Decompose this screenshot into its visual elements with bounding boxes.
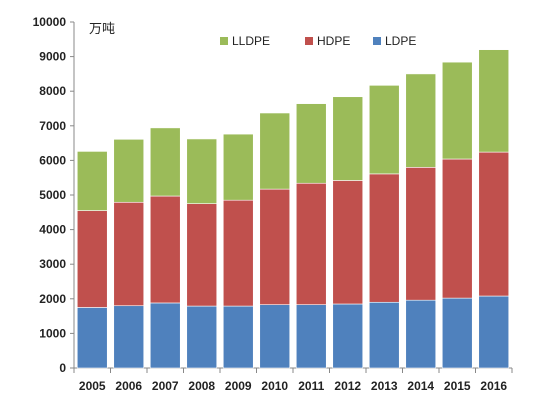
bar-hdpe-2010 bbox=[259, 188, 291, 305]
bar-hdpe-2015 bbox=[441, 158, 473, 299]
bar-ldpe-2014 bbox=[405, 299, 437, 369]
y-tick-label: 8000 bbox=[39, 84, 66, 98]
x-tick-label: 2010 bbox=[261, 379, 288, 393]
bar-ldpe-2012 bbox=[332, 303, 364, 369]
bar-lldpe-2007 bbox=[149, 127, 181, 197]
bar-lldpe-2012 bbox=[332, 96, 364, 181]
legend-label-lldpe: LLDPE bbox=[232, 34, 270, 48]
bar-hdpe-2011 bbox=[295, 182, 327, 305]
bar-hdpe-2013 bbox=[368, 173, 400, 303]
legend-swatch-hdpe bbox=[305, 37, 313, 45]
y-tick-label: 10000 bbox=[33, 15, 67, 29]
bar-lldpe-2011 bbox=[295, 103, 327, 184]
x-tick-label: 2009 bbox=[225, 379, 252, 393]
bar-hdpe-2005 bbox=[76, 210, 108, 308]
bar-series-group bbox=[76, 49, 510, 369]
bar-ldpe-2011 bbox=[295, 304, 327, 369]
bar-lldpe-2014 bbox=[405, 73, 437, 168]
x-tick-label: 2007 bbox=[152, 379, 179, 393]
y-unit-label: 万吨 bbox=[89, 22, 115, 37]
bar-ldpe-2015 bbox=[441, 297, 473, 369]
y-axis: 0 1000 2000 3000 4000 5000 6000 7000 8000 9000 100… bbox=[33, 15, 75, 375]
legend-label-hdpe: HDPE bbox=[317, 34, 350, 48]
y-tick-label: 4000 bbox=[39, 223, 66, 237]
bar-ldpe-2016 bbox=[478, 295, 510, 369]
bar-ldpe-2006 bbox=[113, 305, 145, 369]
bar-ldpe-2013 bbox=[368, 301, 400, 369]
x-tick-label: 2013 bbox=[371, 379, 398, 393]
legend-swatch-lldpe bbox=[220, 37, 228, 45]
y-tick-label: 0 bbox=[59, 361, 66, 375]
x-tick-label: 2016 bbox=[480, 379, 507, 393]
y-tick-label: 1000 bbox=[39, 326, 66, 340]
y-tick-label: 7000 bbox=[39, 119, 66, 133]
bar-ldpe-2005 bbox=[76, 307, 108, 369]
x-tick-label: 2012 bbox=[334, 379, 361, 393]
bar-lldpe-2010 bbox=[259, 112, 291, 190]
legend-swatch-ldpe bbox=[373, 37, 381, 45]
x-tick-label: 2005 bbox=[79, 379, 106, 393]
y-tick-label: 2000 bbox=[39, 292, 66, 306]
bar-lldpe-2016 bbox=[478, 49, 510, 153]
legend-label-ldpe: LDPE bbox=[385, 34, 416, 48]
bar-hdpe-2008 bbox=[186, 203, 218, 307]
y-tick-label: 5000 bbox=[39, 188, 66, 202]
x-tick-label: 2006 bbox=[115, 379, 142, 393]
legend: LLDPE HDPE LDPE bbox=[220, 34, 416, 48]
y-tick-label: 6000 bbox=[39, 153, 66, 167]
y-tick-label: 9000 bbox=[39, 50, 66, 64]
bar-ldpe-2010 bbox=[259, 304, 291, 369]
bar-lldpe-2008 bbox=[186, 138, 218, 204]
bar-ldpe-2007 bbox=[149, 302, 181, 369]
x-axis: 2005 2006 2007 2008 2009 2010 2011 2012 2013 2014… bbox=[73, 367, 513, 393]
bar-hdpe-2009 bbox=[222, 199, 254, 307]
x-tick-label: 2014 bbox=[407, 379, 434, 393]
bar-lldpe-2013 bbox=[368, 85, 400, 175]
bar-hdpe-2016 bbox=[478, 151, 510, 297]
bar-hdpe-2014 bbox=[405, 167, 437, 301]
bar-ldpe-2009 bbox=[222, 305, 254, 369]
bar-lldpe-2005 bbox=[76, 151, 108, 211]
bar-lldpe-2015 bbox=[441, 61, 473, 160]
bar-lldpe-2009 bbox=[222, 133, 254, 201]
x-tick-label: 2011 bbox=[298, 379, 324, 393]
bar-lldpe-2006 bbox=[113, 138, 145, 203]
bar-hdpe-2006 bbox=[113, 201, 145, 307]
x-tick-label: 2015 bbox=[444, 379, 471, 393]
bar-hdpe-2007 bbox=[149, 195, 181, 304]
y-tick-label: 3000 bbox=[39, 257, 66, 271]
bar-ldpe-2008 bbox=[186, 305, 218, 369]
x-tick-label: 2008 bbox=[188, 379, 215, 393]
bar-hdpe-2012 bbox=[332, 180, 364, 305]
